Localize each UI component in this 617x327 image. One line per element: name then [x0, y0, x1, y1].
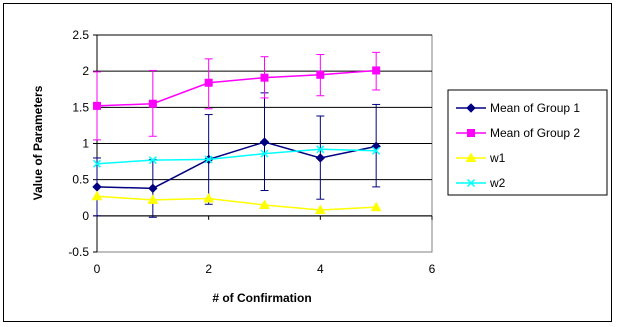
legend-entry: w1: [456, 151, 506, 165]
data-point: [314, 204, 326, 215]
series-layer: [91, 51, 382, 218]
data-point: [148, 183, 158, 194]
data-point: [93, 101, 101, 110]
data-point: [316, 70, 325, 79]
y-tick-label: 2: [82, 64, 89, 78]
data-point: [467, 129, 475, 137]
data-point-stroke: [372, 146, 381, 155]
data-point: [203, 192, 215, 203]
y-tick-label: 2.5: [72, 28, 89, 42]
legend-label: Mean of Group 1: [490, 101, 580, 115]
data-point: [148, 99, 157, 108]
series-line: [96, 148, 377, 165]
data-point: [204, 78, 213, 87]
series-line: [96, 69, 377, 107]
legend-label: w1: [489, 151, 506, 165]
data-point: [372, 66, 381, 75]
data-point: [92, 159, 102, 168]
y-tick-label: 1.5: [72, 100, 89, 114]
data-point: [259, 199, 270, 209]
x-axis-title: # of Confirmation: [212, 291, 311, 305]
x-tick-label: 4: [317, 262, 324, 276]
data-point: [204, 155, 213, 164]
x-tick-label: 6: [429, 262, 436, 276]
y-axis-title: Value of Parameters: [31, 85, 45, 200]
series-3: [91, 190, 382, 215]
x-tick-label: 2: [205, 262, 212, 276]
series-1: [92, 92, 381, 218]
legend-entry: Mean of Group 2: [456, 126, 580, 140]
data-point: [316, 145, 325, 154]
data-point-stroke: [148, 156, 157, 165]
legend: Mean of Group 1 Mean of Group 2 w1 w2: [456, 101, 580, 190]
y-tick-label: 0.5: [72, 173, 89, 187]
data-point: [148, 156, 157, 165]
data-point: [260, 73, 269, 82]
data-point: [465, 152, 477, 162]
series-2: [93, 51, 381, 141]
tick-labels: -0.5 0 0.5 1 1.5 2 2.5 0 2 4 6: [68, 28, 435, 276]
data-point-stroke: [92, 159, 102, 168]
data-point: [466, 103, 476, 113]
data-point: [260, 149, 269, 158]
data-point-stroke: [204, 155, 213, 164]
data-point: [315, 153, 326, 163]
data-point: [372, 146, 381, 155]
y-tick-label: 0: [82, 209, 89, 223]
x-tick-label: 0: [94, 262, 101, 276]
data-point: [147, 194, 159, 204]
data-point: [259, 137, 270, 147]
data-point: [466, 178, 476, 188]
data-point: [91, 190, 103, 201]
legend-entry: w2: [456, 176, 506, 190]
series-line: [96, 141, 377, 190]
legend-label: w2: [489, 176, 506, 190]
series-4: [92, 145, 381, 168]
legend-label: Mean of Group 2: [490, 126, 580, 140]
y-tick-label: 1: [82, 137, 89, 151]
series-line: [96, 195, 377, 211]
data-point-stroke: [260, 149, 269, 158]
data-point-stroke: [466, 178, 476, 188]
legend-entry: Mean of Group 1: [456, 101, 580, 115]
y-tick-label: -0.5: [68, 245, 89, 259]
data-point-stroke: [316, 145, 325, 154]
data-point: [370, 201, 382, 212]
